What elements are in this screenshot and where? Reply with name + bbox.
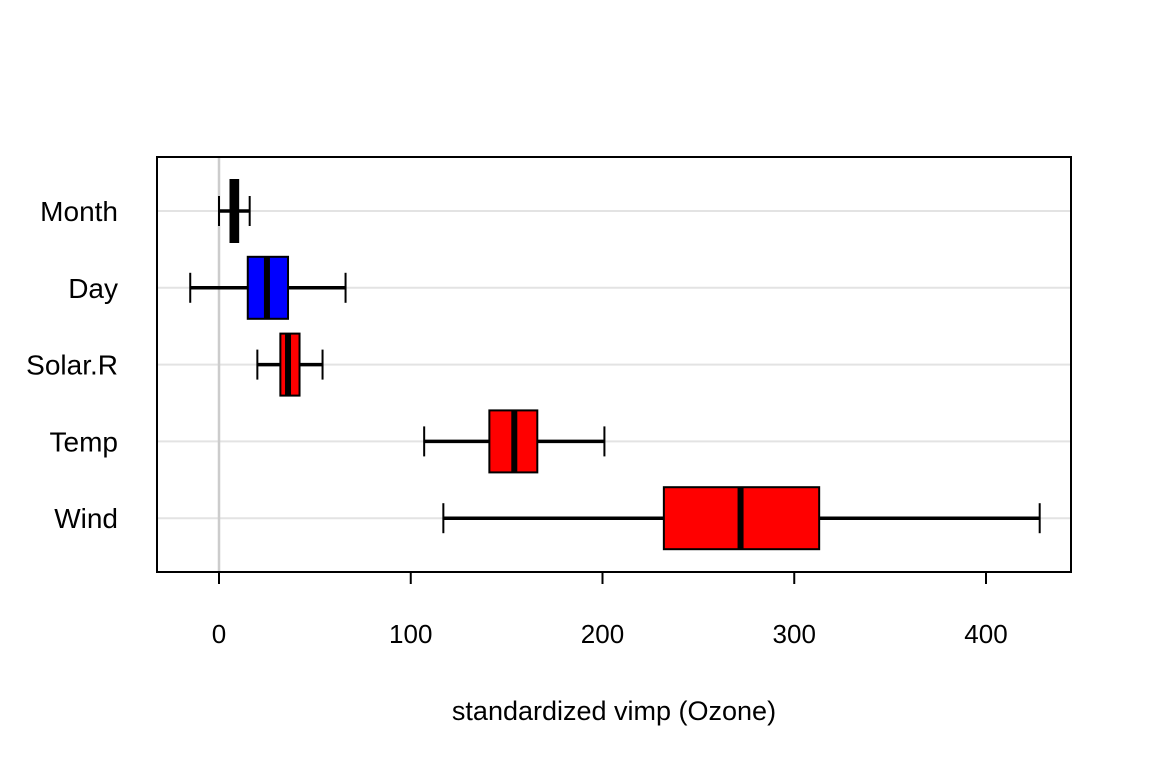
category-labels: Month Day Solar.R Temp Wind: [26, 196, 118, 534]
box-day: [189, 255, 347, 320]
category-label-solar-r: Solar.R: [26, 350, 118, 381]
category-label-wind: Wind: [54, 503, 118, 534]
x-axis-title: standardized vimp (Ozone): [452, 696, 776, 726]
category-label-temp: Temp: [50, 426, 118, 457]
box-month: [218, 179, 251, 243]
category-label-month: Month: [40, 196, 118, 227]
plot-frame: [156, 156, 1072, 573]
x-tick-label-100: 100: [389, 619, 432, 649]
x-axis: 0 100 200 300 400: [212, 572, 1008, 649]
x-tick-label-400: 400: [964, 619, 1007, 649]
boxes: [189, 179, 1041, 551]
category-label-day: Day: [68, 273, 118, 304]
box-temp: [423, 409, 606, 474]
x-tick-label-300: 300: [773, 619, 816, 649]
x-tick-label-0: 0: [212, 619, 226, 649]
box-solar-r: [256, 332, 324, 397]
box-wind: [442, 486, 1041, 551]
x-tick-label-200: 200: [581, 619, 624, 649]
